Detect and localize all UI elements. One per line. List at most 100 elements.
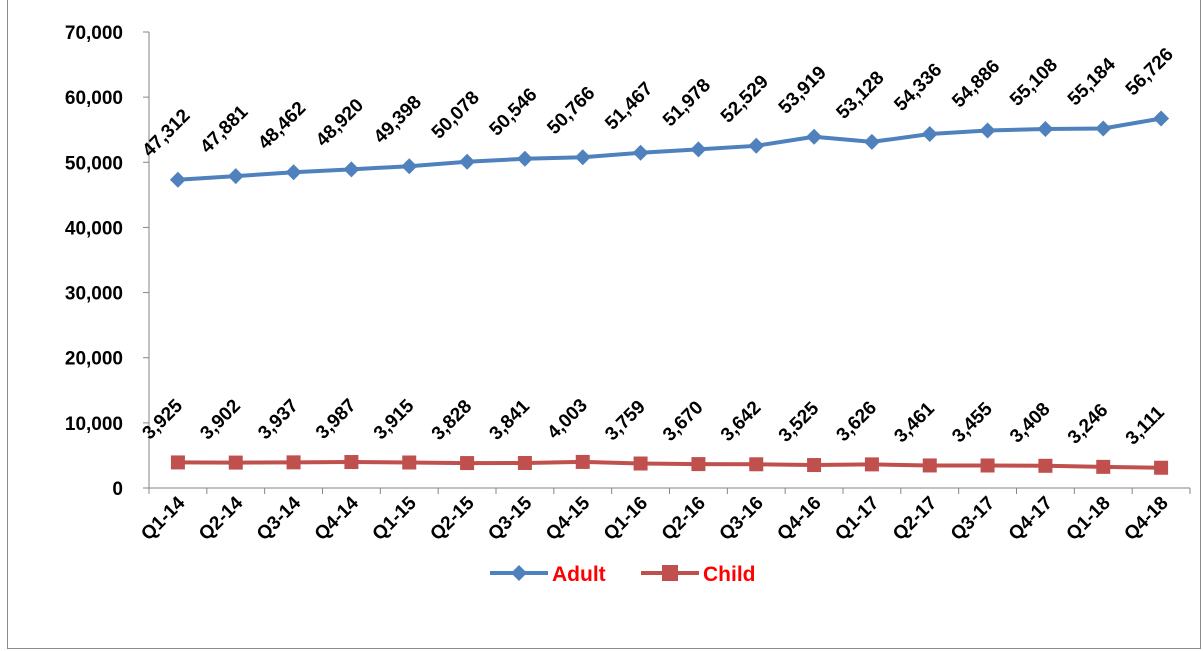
marker-child bbox=[460, 456, 475, 471]
marker-adult bbox=[574, 149, 591, 166]
y-tick-label: 60,000 bbox=[65, 88, 123, 109]
data-label-adult: 51,467 bbox=[601, 78, 657, 134]
x-tick-label: Q1-16 bbox=[600, 493, 652, 545]
data-label-adult: 54,886 bbox=[948, 56, 1004, 112]
data-labels: 47,312 47,881 48,462 48,920 49,398 50,078 50,5… bbox=[139, 44, 1178, 449]
data-label-child: 3,408 bbox=[1006, 399, 1054, 447]
x-tick-label: Q1-18 bbox=[1063, 493, 1115, 545]
marker-adult bbox=[979, 122, 996, 139]
marker-adult bbox=[1037, 121, 1054, 138]
marker-child bbox=[1038, 458, 1053, 473]
legend-marker-child bbox=[662, 565, 678, 581]
y-tick-label: 70,000 bbox=[65, 23, 123, 44]
chart-frame bbox=[7, 0, 1201, 649]
data-label-adult: 50,078 bbox=[428, 87, 484, 143]
x-tick-label: Q4-16 bbox=[773, 493, 825, 545]
y-tick-label: 0 bbox=[112, 479, 123, 500]
marker-child bbox=[402, 455, 417, 470]
marker-adult bbox=[227, 168, 244, 185]
data-label-adult: 50,766 bbox=[543, 83, 599, 139]
marker-child bbox=[922, 458, 937, 473]
marker-adult bbox=[516, 150, 533, 167]
y-tick-label: 50,000 bbox=[65, 153, 123, 174]
data-label-child: 3,455 bbox=[948, 398, 997, 447]
data-label-child: 4,003 bbox=[543, 395, 591, 443]
marker-child bbox=[749, 457, 764, 472]
x-tick-label: Q4-15 bbox=[542, 492, 594, 544]
marker-child bbox=[228, 455, 243, 470]
data-label-child: 3,111 bbox=[1122, 402, 1169, 449]
marker-adult bbox=[1153, 110, 1170, 127]
marker-adult bbox=[921, 126, 938, 143]
marker-child bbox=[575, 454, 590, 469]
marker-adult bbox=[285, 164, 302, 181]
y-tick-label: 10,000 bbox=[65, 414, 123, 435]
legend-label-adult: Adult bbox=[552, 563, 606, 586]
data-label-adult: 52,529 bbox=[717, 71, 773, 127]
x-tick-label: Q3-15 bbox=[484, 492, 536, 544]
marker-child bbox=[633, 456, 648, 471]
y-axis-ticks: 0 10,000 20,000 30,000 40,000 50,000 60,000 70,… bbox=[65, 23, 149, 500]
marker-child bbox=[691, 457, 706, 472]
x-tick-label: Q4-14 bbox=[311, 492, 363, 544]
data-label-adult: 53,919 bbox=[775, 62, 831, 118]
data-label-adult: 49,398 bbox=[370, 92, 426, 148]
marker-adult bbox=[863, 133, 880, 150]
data-label-adult: 50,546 bbox=[486, 84, 542, 140]
data-label-adult: 48,462 bbox=[254, 98, 310, 154]
x-tick-label: Q4-17 bbox=[1005, 493, 1057, 545]
data-label-child: 3,925 bbox=[139, 395, 188, 444]
x-axis-ticks: Q1-14 Q2-14 Q3-14 Q4-14 Q1-15 Q2-15 Q3-15 Q4-15… bbox=[137, 488, 1191, 545]
marker-adult bbox=[401, 158, 418, 175]
marker-child bbox=[1154, 460, 1169, 475]
legend: Adult Child bbox=[490, 563, 756, 586]
x-tick-label: Q2-16 bbox=[658, 493, 710, 545]
data-label-child: 3,626 bbox=[833, 397, 881, 445]
legend-marker-adult bbox=[511, 565, 527, 581]
y-tick-label: 40,000 bbox=[65, 218, 123, 239]
marker-adult bbox=[690, 141, 707, 158]
data-label-child: 3,461 bbox=[890, 398, 939, 447]
marker-child bbox=[517, 455, 532, 470]
data-label-adult: 55,108 bbox=[1006, 55, 1062, 111]
marker-adult bbox=[806, 128, 823, 145]
x-tick-label: Q3-16 bbox=[716, 493, 768, 545]
data-label-child: 3,246 bbox=[1064, 400, 1112, 448]
data-label-child: 3,987 bbox=[312, 395, 360, 443]
marker-adult bbox=[343, 161, 360, 178]
x-tick-label: Q1-15 bbox=[369, 492, 421, 544]
marker-child bbox=[170, 455, 185, 470]
marker-adult bbox=[632, 144, 649, 161]
x-tick-label: Q3-17 bbox=[947, 493, 999, 545]
marker-child bbox=[1096, 459, 1111, 474]
data-label-child: 3,759 bbox=[601, 397, 649, 445]
marker-adult bbox=[169, 171, 186, 188]
x-tick-label: Q2-14 bbox=[195, 492, 247, 544]
data-label-adult: 47,312 bbox=[139, 105, 195, 161]
marker-adult bbox=[748, 137, 765, 154]
legend-label-child: Child bbox=[703, 563, 756, 586]
x-tick-label: Q2-15 bbox=[426, 492, 478, 544]
y-tick-label: 20,000 bbox=[65, 349, 123, 370]
marker-child bbox=[980, 458, 995, 473]
x-tick-label: Q4-18 bbox=[1120, 493, 1172, 545]
data-label-child: 3,915 bbox=[370, 395, 419, 444]
x-tick-label: Q1-14 bbox=[137, 492, 189, 544]
data-label-child: 3,937 bbox=[254, 395, 302, 443]
series-markers bbox=[169, 110, 1170, 475]
series-lines bbox=[177, 116, 1162, 470]
data-label-adult: 53,128 bbox=[833, 67, 889, 123]
series-line-adult bbox=[177, 116, 1162, 182]
data-label-adult: 51,978 bbox=[659, 75, 715, 131]
data-label-child: 3,525 bbox=[775, 398, 824, 447]
data-label-adult: 56,726 bbox=[1122, 44, 1178, 100]
x-tick-label: Q1-17 bbox=[831, 493, 883, 545]
data-label-child: 3,642 bbox=[717, 397, 765, 445]
data-label-child: 3,902 bbox=[196, 396, 244, 444]
data-label-adult: 54,336 bbox=[890, 60, 946, 116]
x-tick-label: Q2-17 bbox=[889, 493, 941, 545]
marker-adult bbox=[1095, 120, 1112, 137]
series-line-child bbox=[177, 459, 1162, 470]
y-tick-label: 30,000 bbox=[65, 284, 123, 305]
